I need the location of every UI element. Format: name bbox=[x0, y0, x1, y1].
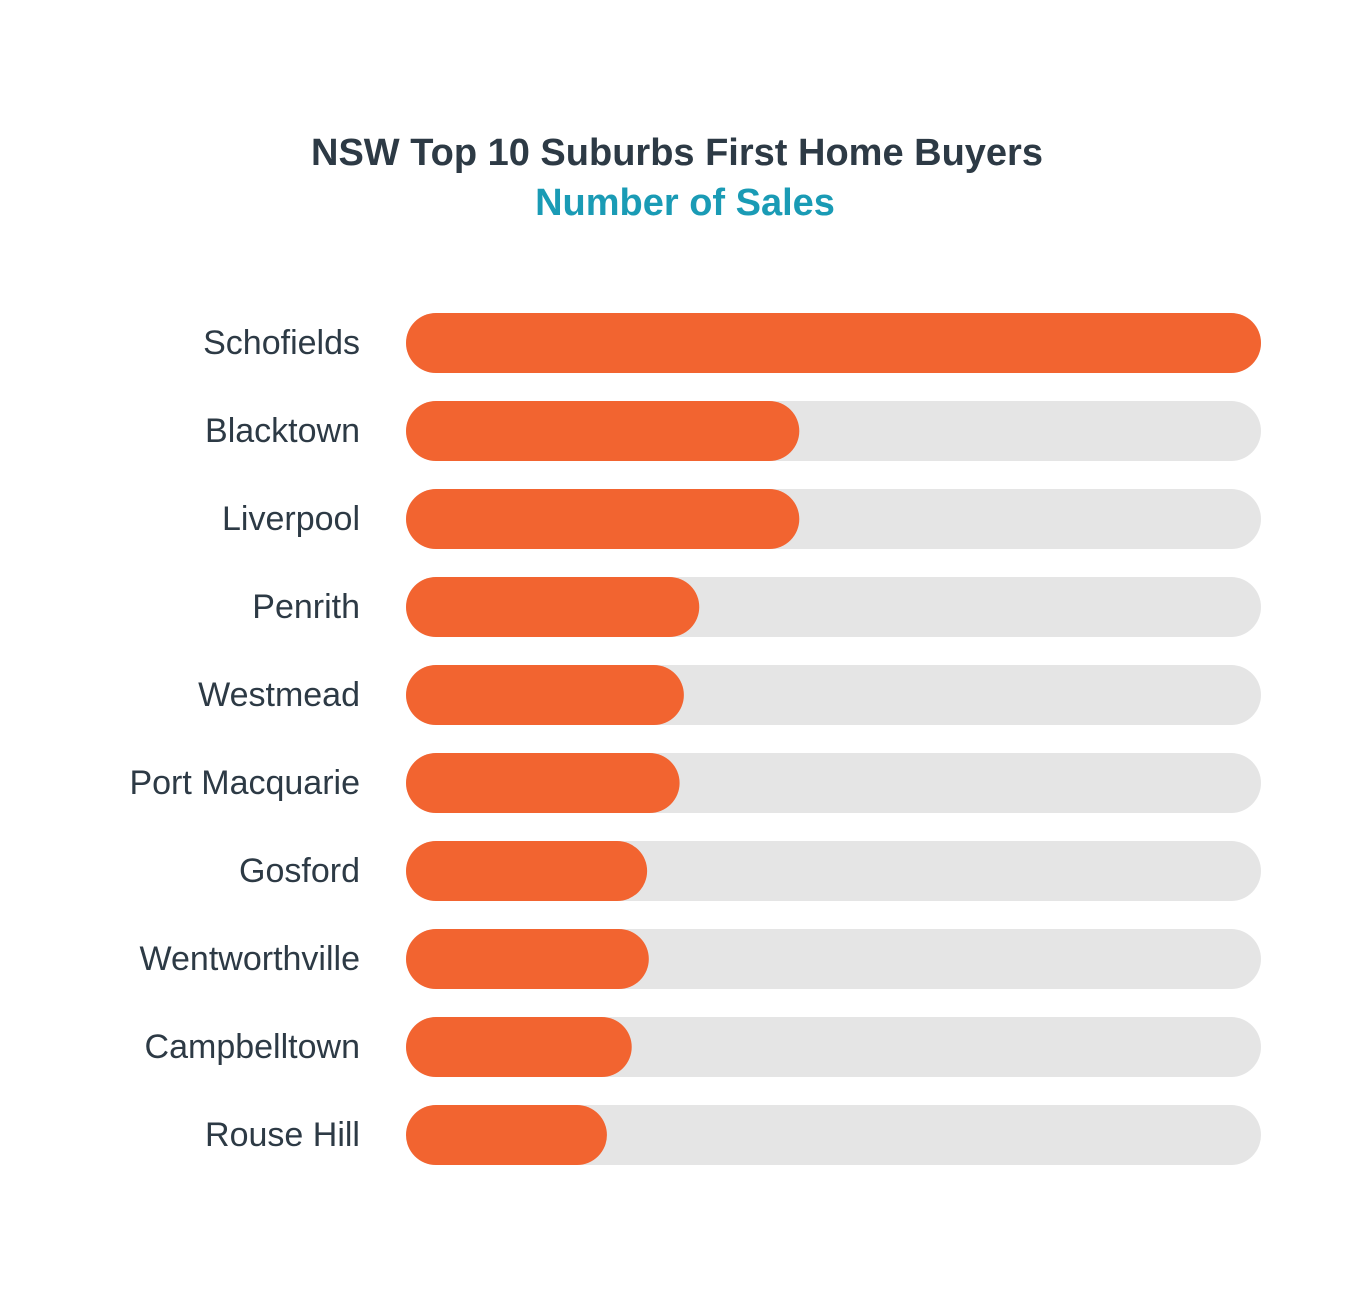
bar bbox=[406, 1017, 632, 1077]
bar bbox=[406, 401, 800, 461]
category-label: Schofields bbox=[203, 324, 360, 362]
category-label: Penrith bbox=[252, 588, 360, 626]
bar bbox=[406, 577, 700, 637]
bar bbox=[406, 753, 680, 813]
bar bbox=[406, 665, 684, 725]
category-label: Liverpool bbox=[222, 500, 360, 538]
bar bbox=[406, 929, 649, 989]
chart-subtitle: Number of Sales bbox=[535, 182, 835, 224]
category-label: Blacktown bbox=[205, 412, 360, 450]
category-label: Rouse Hill bbox=[205, 1116, 360, 1154]
chart-title: NSW Top 10 Suburbs First Home Buyers bbox=[311, 132, 1043, 174]
category-label: Wentworthville bbox=[140, 940, 360, 978]
category-label: Westmead bbox=[198, 676, 360, 714]
category-label: Campbelltown bbox=[145, 1028, 360, 1066]
bar bbox=[406, 489, 800, 549]
bar bbox=[406, 841, 648, 901]
category-label: Gosford bbox=[239, 852, 360, 890]
category-label: Port Macquarie bbox=[129, 764, 360, 802]
bar bbox=[406, 1105, 607, 1165]
bar-track bbox=[406, 1105, 1261, 1165]
bar bbox=[406, 313, 1261, 373]
